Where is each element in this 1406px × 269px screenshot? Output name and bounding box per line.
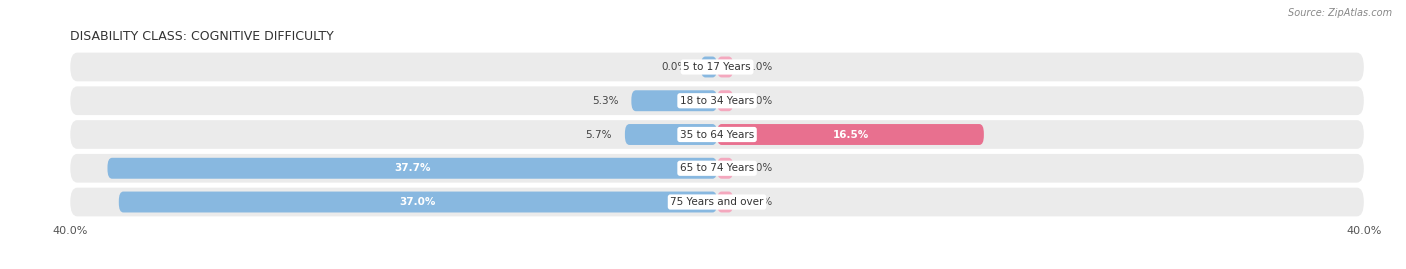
- FancyBboxPatch shape: [70, 154, 1364, 183]
- FancyBboxPatch shape: [631, 90, 717, 111]
- Text: 5.3%: 5.3%: [592, 96, 619, 106]
- Text: 75 Years and over: 75 Years and over: [671, 197, 763, 207]
- Text: 0.0%: 0.0%: [662, 62, 688, 72]
- Text: DISABILITY CLASS: COGNITIVE DIFFICULTY: DISABILITY CLASS: COGNITIVE DIFFICULTY: [70, 30, 335, 43]
- FancyBboxPatch shape: [70, 188, 1364, 216]
- FancyBboxPatch shape: [700, 56, 717, 77]
- FancyBboxPatch shape: [717, 124, 984, 145]
- FancyBboxPatch shape: [717, 56, 734, 77]
- Text: 18 to 34 Years: 18 to 34 Years: [681, 96, 754, 106]
- Text: 16.5%: 16.5%: [832, 129, 869, 140]
- Text: 0.0%: 0.0%: [747, 197, 772, 207]
- Text: Source: ZipAtlas.com: Source: ZipAtlas.com: [1288, 8, 1392, 18]
- Text: 37.0%: 37.0%: [399, 197, 436, 207]
- FancyBboxPatch shape: [624, 124, 717, 145]
- FancyBboxPatch shape: [70, 120, 1364, 149]
- Text: 35 to 64 Years: 35 to 64 Years: [681, 129, 754, 140]
- FancyBboxPatch shape: [70, 86, 1364, 115]
- Text: 0.0%: 0.0%: [747, 163, 772, 173]
- FancyBboxPatch shape: [118, 192, 717, 213]
- FancyBboxPatch shape: [717, 158, 734, 179]
- Text: 0.0%: 0.0%: [747, 62, 772, 72]
- Text: 37.7%: 37.7%: [394, 163, 430, 173]
- FancyBboxPatch shape: [717, 90, 734, 111]
- FancyBboxPatch shape: [107, 158, 717, 179]
- FancyBboxPatch shape: [70, 53, 1364, 81]
- Text: 0.0%: 0.0%: [747, 96, 772, 106]
- FancyBboxPatch shape: [717, 192, 734, 213]
- Text: 65 to 74 Years: 65 to 74 Years: [681, 163, 754, 173]
- Text: 5 to 17 Years: 5 to 17 Years: [683, 62, 751, 72]
- Text: 5.7%: 5.7%: [585, 129, 612, 140]
